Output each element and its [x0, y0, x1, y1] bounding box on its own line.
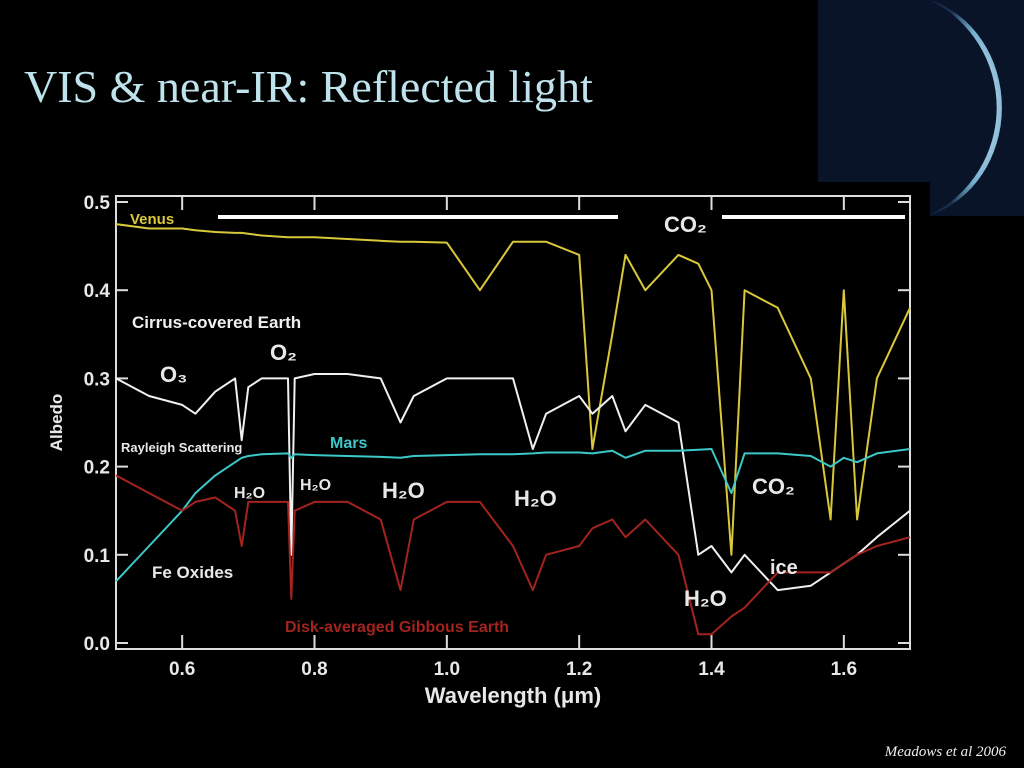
y-tick-label: 0.5 [84, 193, 111, 214]
annotation: CO₂ [752, 474, 795, 499]
series-label: Mars [330, 435, 367, 452]
annotation: CO₂ [664, 212, 707, 237]
plot-frame [115, 195, 911, 650]
annotation: ice [770, 557, 798, 579]
annotation: Fe Oxides [152, 563, 233, 582]
annotation: H₂O [684, 586, 727, 611]
spectrum-line [115, 448, 911, 582]
y-tick-label: 0.3 [84, 369, 110, 390]
annotation: O₃ [160, 362, 187, 387]
series-label: Cirrus-covered Earth [132, 313, 301, 332]
annotation: H₂O [382, 478, 425, 503]
x-tick-label: 1.2 [566, 659, 592, 680]
credit: Meadows et al 2006 [884, 744, 1007, 760]
x-tick-label: 1.0 [434, 659, 460, 680]
annotation: H₂O [234, 485, 265, 502]
x-tick-label: 1.6 [831, 659, 857, 680]
annotation: Rayleigh Scattering [121, 440, 242, 455]
spectrum-line [115, 223, 911, 556]
y-tick-label: 0.2 [84, 458, 110, 479]
slide-title: VIS & near-IR: Reflected light [24, 61, 593, 112]
annotation: O₂ [270, 340, 297, 365]
y-axis-label: Albedo [47, 394, 66, 452]
series-label: Venus [130, 211, 174, 228]
y-tick-label: 0.1 [84, 546, 111, 567]
x-tick-label: 1.4 [698, 659, 725, 680]
x-axis-label: Wavelength (μm) [425, 683, 601, 708]
chart: 0.0 0.1 0.2 0.3 0.4 0.5 0.6 0.8 1.0 1.2 1.4 1.6 Wave… [47, 193, 911, 708]
x-tick-label: 0.6 [169, 659, 195, 680]
annotation: H₂O [514, 486, 557, 511]
annotation: H₂O [300, 477, 331, 494]
crescent-image [818, 0, 1024, 216]
spectrum-line [115, 474, 911, 636]
series-label: Disk-averaged Gibbous Earth [285, 619, 509, 636]
y-tick-label: 0.0 [84, 634, 110, 655]
spectrum-line [115, 373, 911, 592]
x-tick-label: 0.8 [301, 659, 327, 680]
y-tick-label: 0.4 [84, 281, 111, 302]
